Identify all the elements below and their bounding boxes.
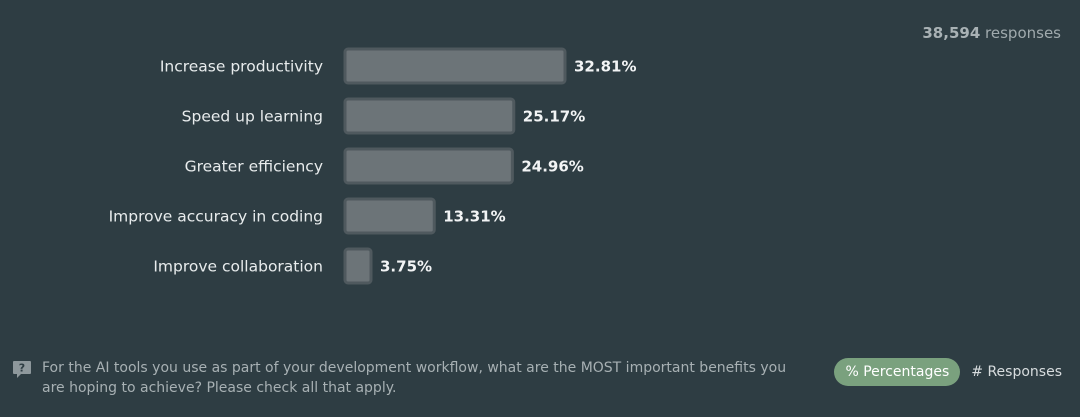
category-label-improve-collaboration: Improve collaboration	[153, 258, 323, 276]
responses-toggle-button[interactable]: # Responses	[971, 364, 1062, 380]
bar-chart: Increase productivity 32.81% Speed up lear…	[109, 47, 636, 285]
category-label-improve-accuracy-in-coding: Improve accuracy in coding	[109, 208, 323, 226]
responses-number: 38,594	[922, 24, 981, 42]
svg-text:?: ?	[19, 362, 25, 375]
percentages-toggle-button[interactable]: % Percentages	[834, 358, 961, 386]
bar-improve-accuracy-in-coding[interactable]	[343, 197, 436, 235]
value-label-improve-accuracy-in-coding: 13.31%	[443, 208, 505, 226]
responses-word: responses	[985, 24, 1061, 42]
value-label-increase-productivity: 32.81%	[574, 58, 636, 76]
question-footer: ? For the AI tools you use as part of yo…	[12, 358, 832, 398]
category-label-speed-up-learning: Speed up learning	[182, 108, 323, 126]
value-label-greater-efficiency: 24.96%	[521, 158, 583, 176]
bar-improve-collaboration[interactable]	[343, 247, 373, 285]
value-label-speed-up-learning: 25.17%	[523, 108, 585, 126]
category-label-increase-productivity: Increase productivity	[160, 58, 323, 76]
bar-greater-efficiency[interactable]	[343, 147, 514, 185]
question-text: For the AI tools you use as part of your…	[42, 360, 787, 396]
display-mode-toggle: % Percentages # Responses	[834, 358, 1062, 386]
question-mark-icon: ?	[13, 361, 31, 378]
value-label-improve-collaboration: 3.75%	[380, 258, 432, 276]
responses-count: 38,594 responses	[922, 24, 1061, 42]
category-label-greater-efficiency: Greater efficiency	[185, 158, 323, 176]
bar-increase-productivity[interactable]	[343, 47, 567, 85]
bar-speed-up-learning[interactable]	[343, 97, 516, 135]
